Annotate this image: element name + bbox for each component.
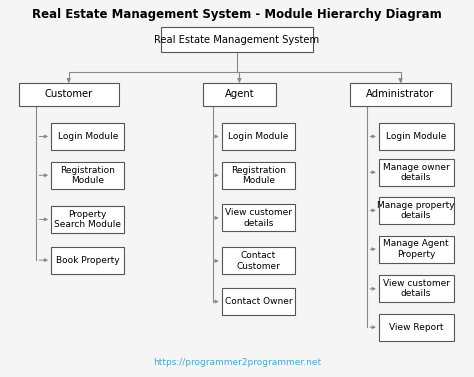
- Text: Manage owner
details: Manage owner details: [383, 162, 449, 182]
- FancyBboxPatch shape: [51, 206, 124, 233]
- Text: Registration
Module: Registration Module: [60, 166, 115, 185]
- FancyBboxPatch shape: [221, 162, 295, 189]
- Text: View Report: View Report: [389, 323, 443, 332]
- FancyBboxPatch shape: [161, 27, 313, 52]
- FancyBboxPatch shape: [379, 123, 454, 150]
- FancyBboxPatch shape: [221, 288, 295, 315]
- FancyBboxPatch shape: [379, 197, 454, 224]
- FancyBboxPatch shape: [202, 83, 276, 106]
- FancyBboxPatch shape: [379, 275, 454, 302]
- FancyBboxPatch shape: [51, 162, 124, 189]
- Text: Customer: Customer: [45, 89, 93, 99]
- Text: Login Module: Login Module: [57, 132, 118, 141]
- Text: Manage property
details: Manage property details: [377, 201, 455, 220]
- Text: Real Estate Management System - Module Hierarchy Diagram: Real Estate Management System - Module H…: [32, 8, 442, 21]
- FancyBboxPatch shape: [221, 204, 295, 231]
- FancyBboxPatch shape: [221, 123, 295, 150]
- Text: View customer
details: View customer details: [383, 279, 450, 299]
- Text: Manage Agent
Property: Manage Agent Property: [383, 239, 449, 259]
- Text: Contact Owner: Contact Owner: [225, 297, 292, 306]
- FancyBboxPatch shape: [51, 247, 124, 274]
- FancyBboxPatch shape: [51, 123, 124, 150]
- Text: Login Module: Login Module: [228, 132, 289, 141]
- Text: Real Estate Management System: Real Estate Management System: [155, 35, 319, 44]
- Text: Property
Search Module: Property Search Module: [54, 210, 121, 229]
- Text: https://programmer2programmer.net: https://programmer2programmer.net: [153, 358, 321, 367]
- Text: View customer
details: View customer details: [225, 208, 292, 228]
- Text: Registration
Module: Registration Module: [231, 166, 286, 185]
- FancyBboxPatch shape: [349, 83, 451, 106]
- Text: Contact
Customer: Contact Customer: [237, 251, 280, 271]
- Text: Administrator: Administrator: [366, 89, 435, 99]
- FancyBboxPatch shape: [379, 159, 454, 186]
- FancyBboxPatch shape: [19, 83, 118, 106]
- FancyBboxPatch shape: [221, 247, 295, 274]
- Text: Book Property: Book Property: [56, 256, 119, 265]
- Text: Login Module: Login Module: [386, 132, 447, 141]
- FancyBboxPatch shape: [379, 314, 454, 341]
- Text: Agent: Agent: [225, 89, 254, 99]
- FancyBboxPatch shape: [379, 236, 454, 263]
